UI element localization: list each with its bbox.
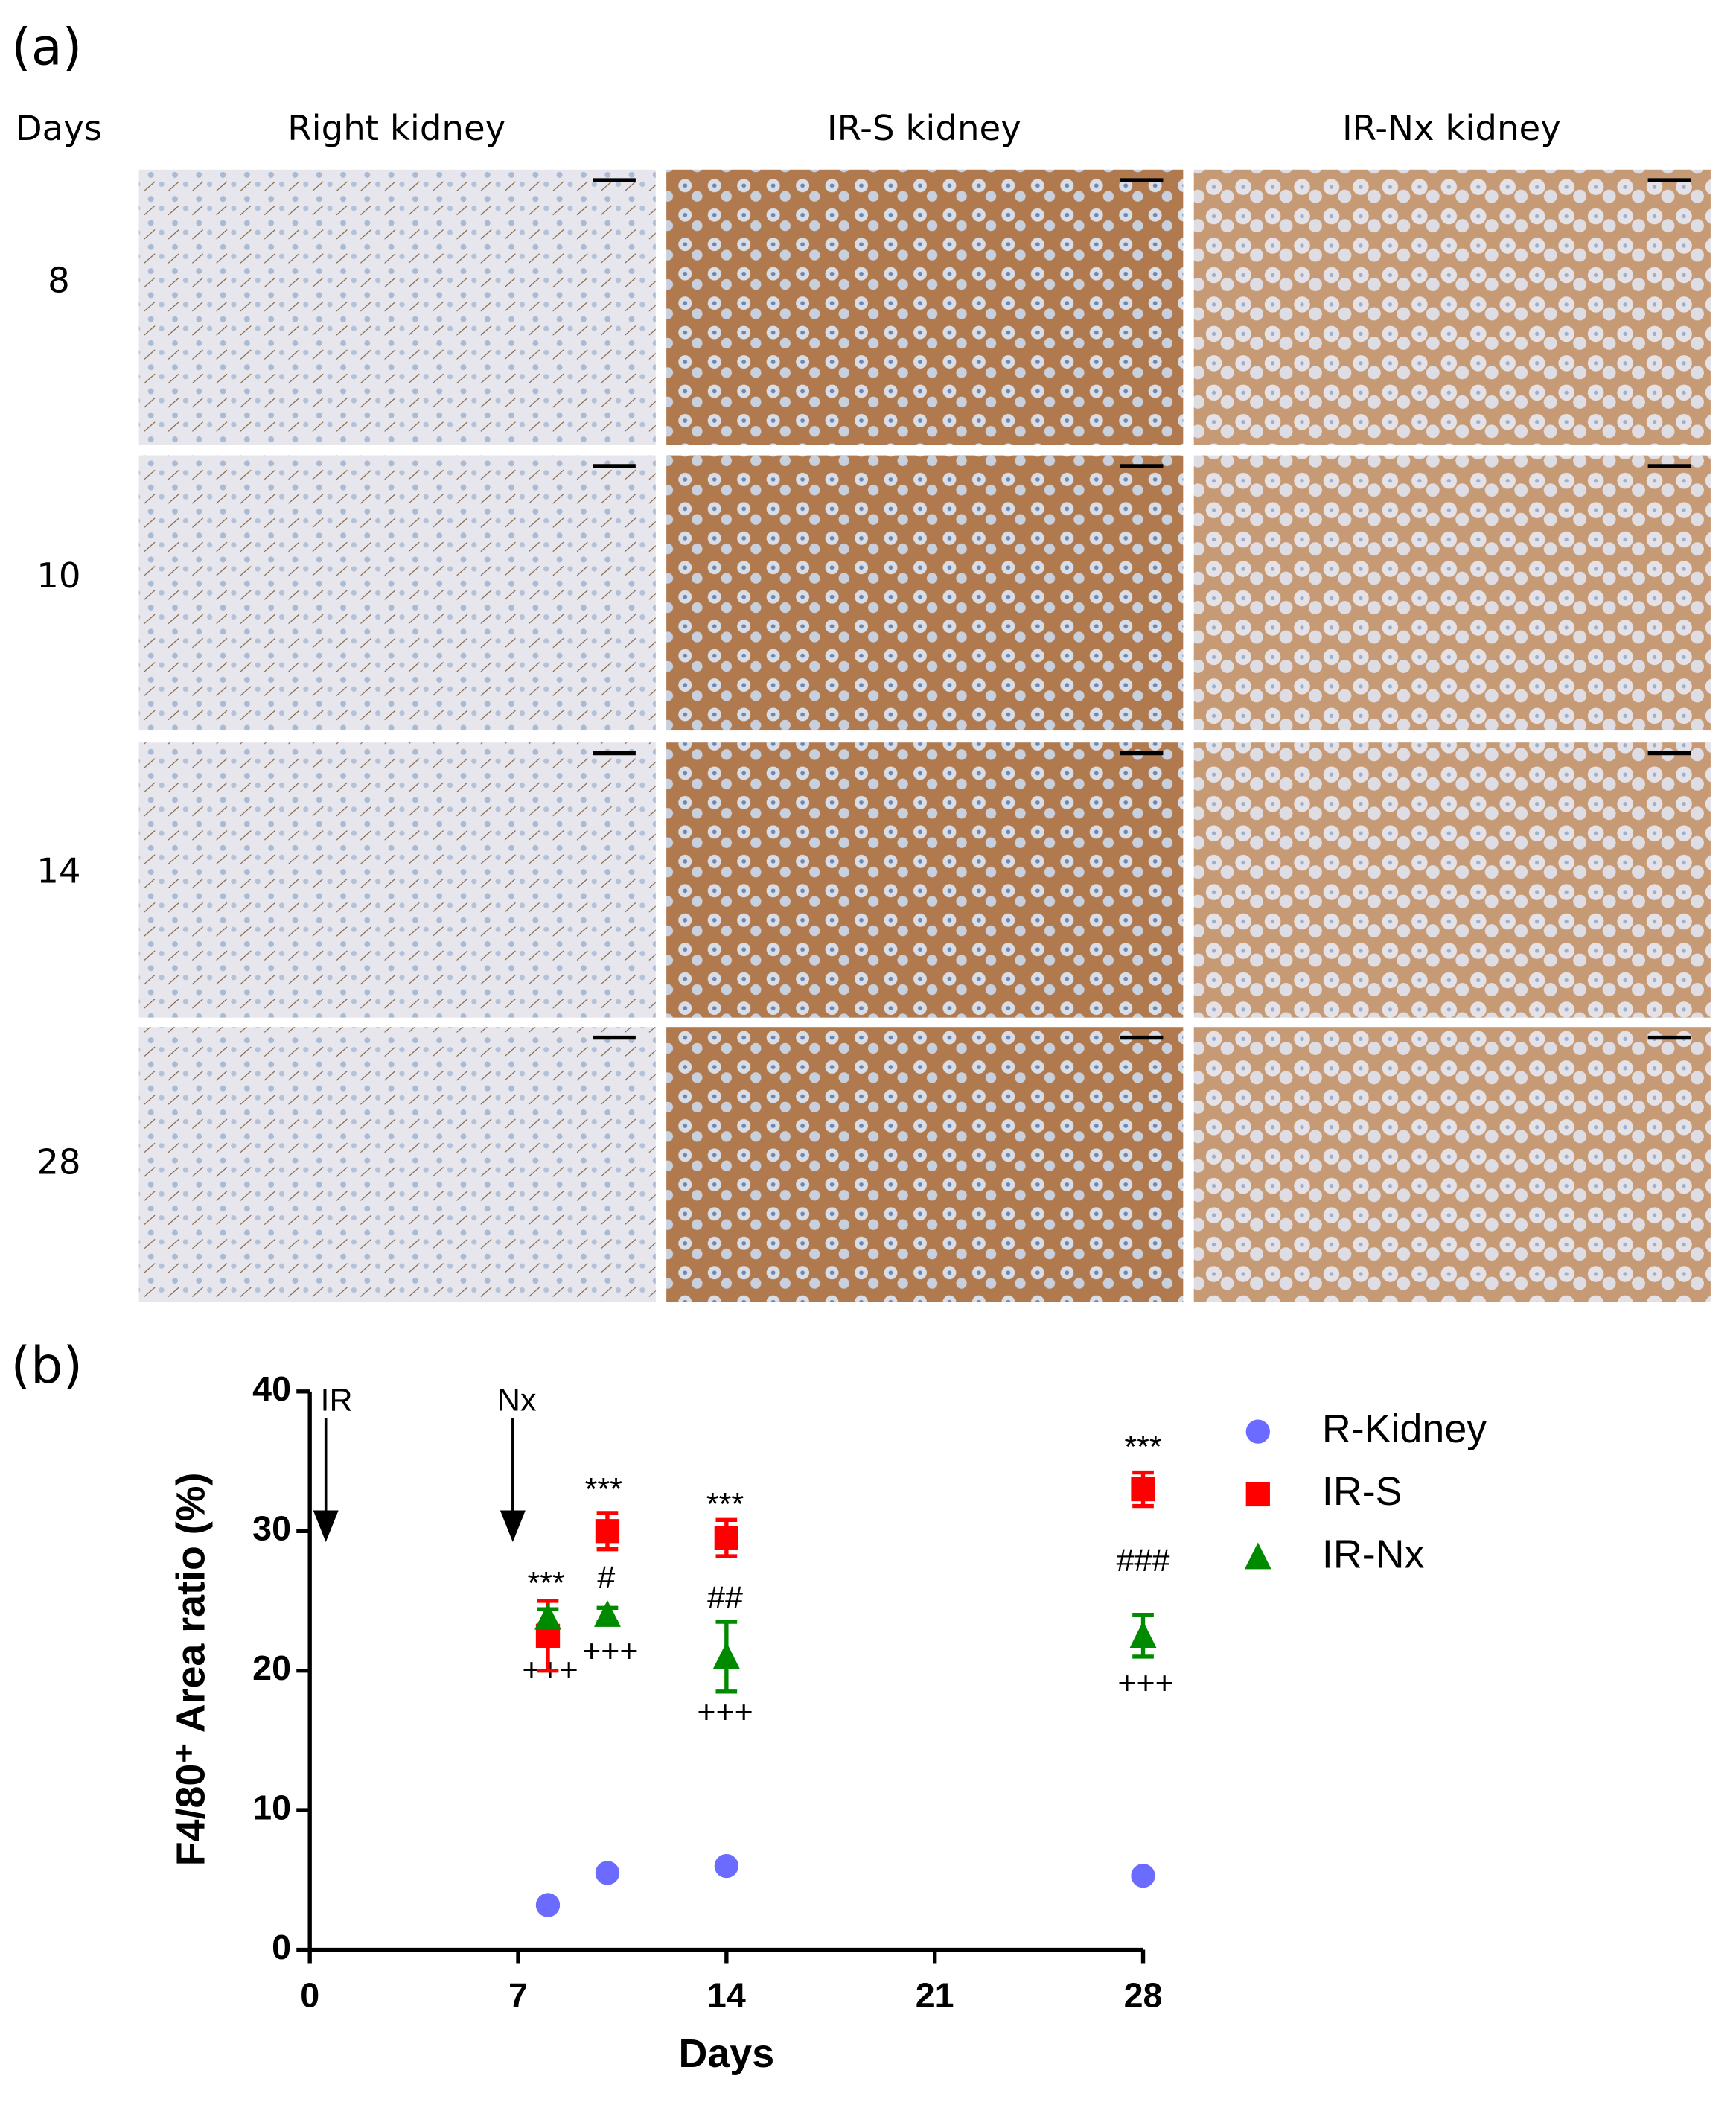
annotation: *** — [1124, 1429, 1161, 1465]
legend-marker — [1245, 1482, 1270, 1507]
panel-label: (b) — [11, 1337, 83, 1395]
legend-marker — [1244, 1542, 1271, 1570]
y-tick-label: 0 — [272, 1928, 291, 1966]
row-header: Days — [16, 108, 102, 148]
y-tick-label: 10 — [252, 1788, 291, 1826]
arrow-head — [500, 1510, 526, 1542]
y-tick-label: 20 — [252, 1649, 291, 1687]
point — [595, 1861, 620, 1885]
legend-label: IR-Nx — [1322, 1532, 1425, 1576]
micrograph — [666, 455, 1184, 731]
micrograph — [1193, 1027, 1711, 1302]
annotation: IR — [321, 1383, 353, 1418]
point — [714, 1526, 738, 1550]
legend-marker — [1245, 1419, 1270, 1444]
point — [1131, 1477, 1155, 1502]
annotation: Nx — [497, 1383, 537, 1418]
point — [535, 1893, 561, 1917]
annotation: +++ — [697, 1695, 753, 1730]
micrograph — [666, 1027, 1184, 1302]
micrograph — [138, 742, 656, 1018]
point — [1131, 1864, 1155, 1888]
micrograph — [1193, 169, 1711, 445]
y-tick-label: 40 — [252, 1369, 291, 1408]
arrows — [313, 1418, 526, 1542]
x-tick-label: 28 — [1124, 1975, 1163, 2014]
x-tick-label: 7 — [508, 1975, 528, 2014]
x-tick-label: 14 — [707, 1975, 746, 2014]
x-tick-label: 21 — [916, 1975, 954, 2014]
legend-label: IR-S — [1322, 1469, 1402, 1514]
annotation: # — [597, 1560, 615, 1596]
column-header: IR-Nx kidney — [1342, 108, 1561, 148]
annotation: *** — [528, 1565, 565, 1601]
row-label: 14 — [36, 850, 80, 891]
x-tick-label: 0 — [300, 1975, 319, 2014]
y-axis-title: F4/80⁺ Area ratio (%) — [168, 1473, 213, 1867]
column-header: Right kidney — [287, 108, 505, 148]
annotation: +++ — [582, 1634, 638, 1669]
annotation: *** — [585, 1472, 622, 1508]
micrograph — [666, 742, 1184, 1018]
annotation: ## — [707, 1580, 743, 1616]
point — [714, 1853, 738, 1879]
annotation: *** — [706, 1486, 744, 1522]
micrograph — [138, 455, 656, 731]
arrow-head — [313, 1510, 339, 1542]
annotation: +++ — [1117, 1666, 1173, 1701]
y-tick-label: 30 — [252, 1509, 291, 1548]
x-axis-title: Days — [679, 2031, 775, 2076]
point — [595, 1519, 620, 1544]
row-label: 28 — [36, 1141, 80, 1182]
point — [1129, 1621, 1157, 1648]
micrograph — [666, 169, 1184, 445]
column-header: IR-S kidney — [827, 108, 1021, 148]
legend-label: R-Kidney — [1322, 1407, 1487, 1451]
point — [712, 1642, 740, 1669]
row-label: 10 — [36, 555, 80, 596]
row-label: 8 — [48, 261, 70, 301]
annotation: ### — [1117, 1543, 1170, 1579]
micrograph — [1193, 455, 1711, 731]
point — [534, 1602, 561, 1630]
micrograph — [138, 169, 656, 445]
micrograph — [1193, 742, 1711, 1018]
micrograph — [138, 1027, 656, 1302]
micrograph-grid — [138, 169, 1711, 1302]
panel-label: (a) — [11, 19, 82, 77]
point — [594, 1599, 621, 1627]
